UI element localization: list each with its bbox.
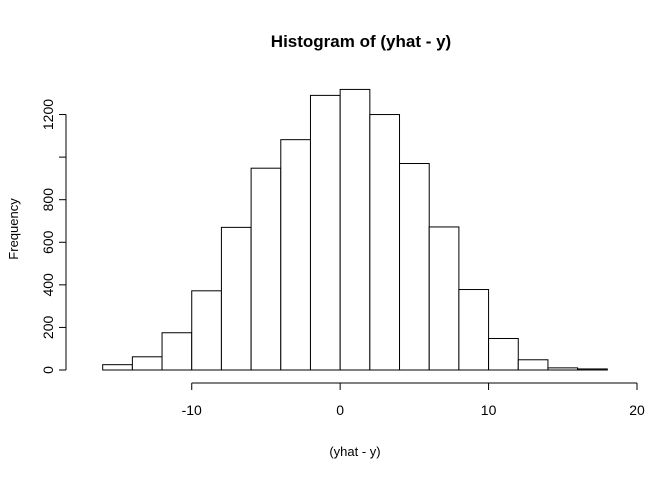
- histogram-bar: [161, 332, 193, 371]
- histogram-bar: [547, 367, 579, 371]
- histogram-bar: [280, 139, 311, 371]
- histogram-bar: [102, 364, 133, 371]
- histogram-bar: [250, 167, 282, 371]
- histogram-bar: [488, 337, 519, 371]
- histogram-bar: [577, 368, 608, 371]
- y-axis: 0 200 400 600 800 1200: [40, 99, 67, 374]
- x-tick-label: 20: [629, 402, 645, 418]
- histogram-bar: [428, 226, 460, 371]
- histogram-bar: [458, 289, 490, 371]
- histogram-bar: [191, 290, 222, 371]
- x-tick-label: 0: [336, 402, 344, 418]
- y-tick-label: 0: [40, 366, 56, 374]
- chart-title: Histogram of (yhat - y): [271, 32, 451, 51]
- y-tick-label: 200: [40, 316, 56, 340]
- histogram-bars: [102, 88, 608, 371]
- histogram-bar: [517, 359, 549, 371]
- x-axis-label: (yhat - y): [329, 444, 380, 459]
- y-tick-label: 1200: [40, 99, 56, 130]
- histogram-bar: [131, 356, 163, 371]
- x-tick-label: 10: [481, 402, 497, 418]
- y-tick-label: 600: [40, 230, 56, 254]
- x-tick-label: -10: [182, 402, 202, 418]
- histogram-bar: [369, 114, 401, 371]
- y-tick-label: 800: [40, 188, 56, 212]
- histogram-bar: [220, 226, 252, 371]
- y-tick-label: 400: [40, 273, 56, 297]
- histogram-bar: [339, 88, 371, 371]
- histogram-bar: [399, 163, 430, 371]
- x-axis: -10 0 10 20: [182, 382, 645, 418]
- histogram-bar: [309, 94, 341, 371]
- y-axis-label: Frequency: [6, 198, 21, 260]
